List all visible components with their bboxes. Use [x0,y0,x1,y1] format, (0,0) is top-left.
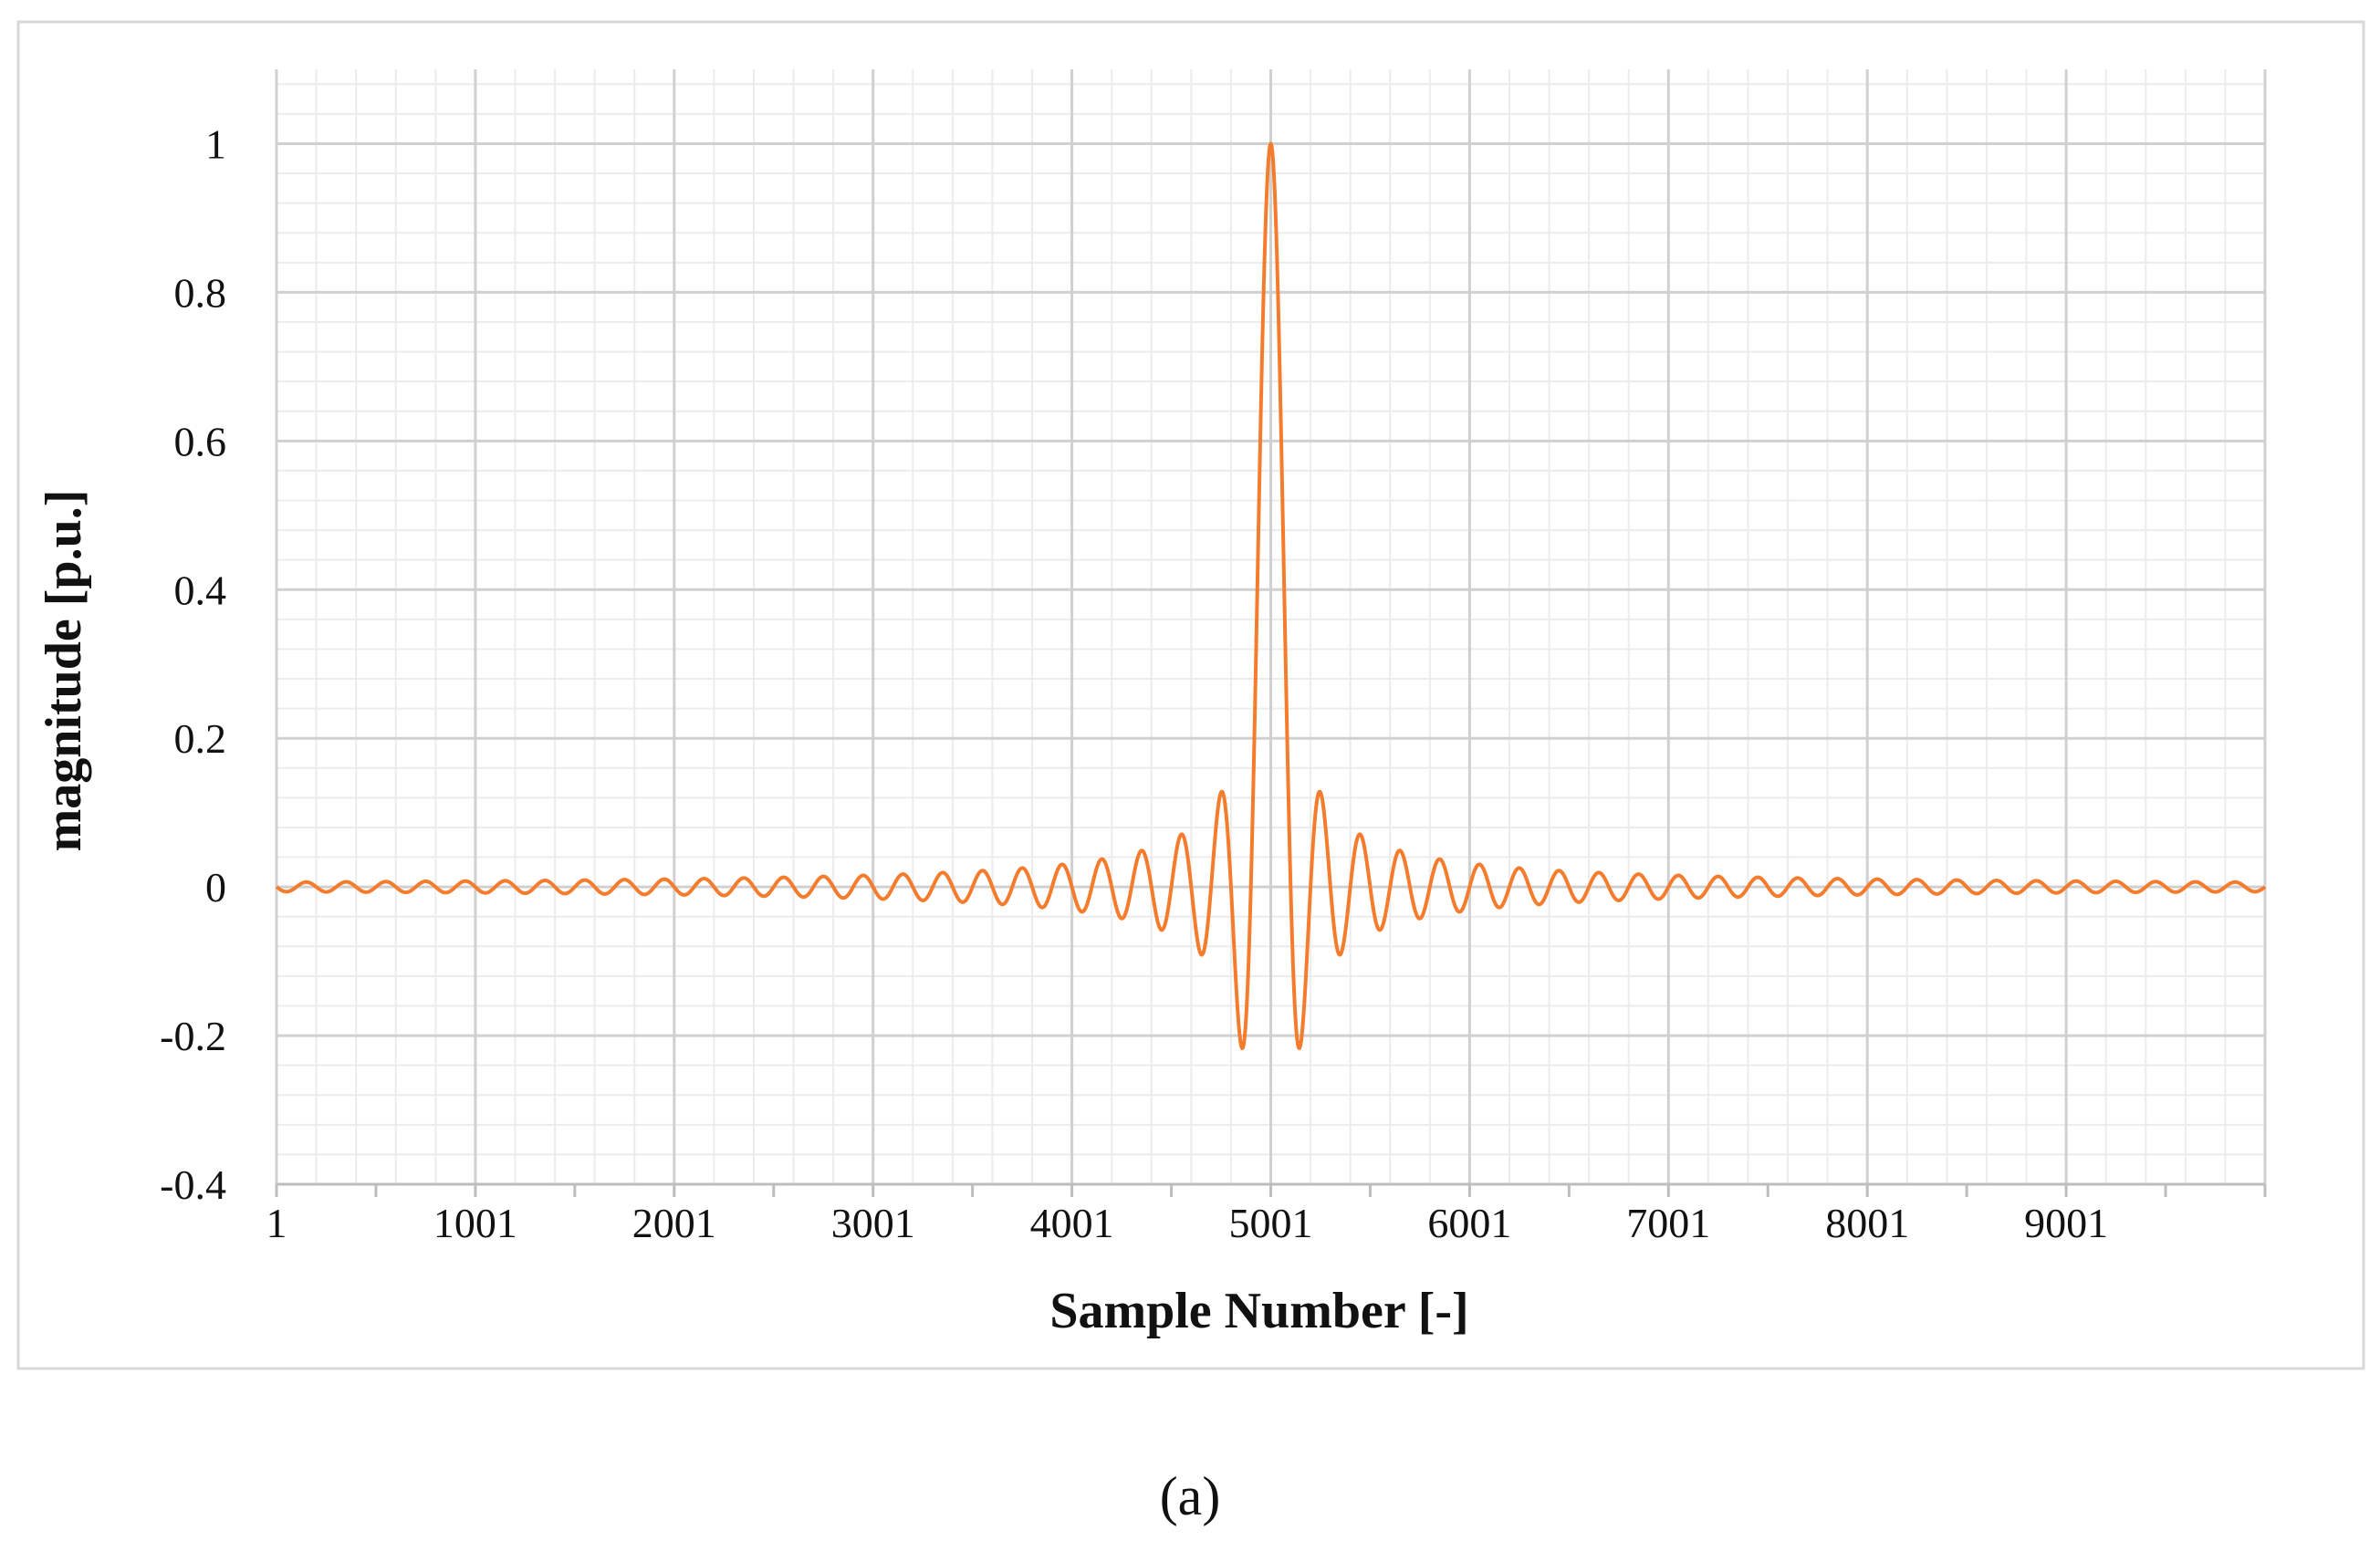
series-line [275,141,2267,1051]
x-tick-label: 1001 [433,1200,517,1246]
y-axis-title: magnitude [p.u.] [36,490,92,852]
y-axis-tick-labels: -0.4 -0.2 0 0.2 0.4 0.6 0.8 1 [160,120,226,1208]
x-tick-label: 4001 [1030,1200,1114,1246]
x-tick-label: 7001 [1626,1200,1710,1246]
x-tick-label: 6001 [1427,1200,1511,1246]
y-tick-label: 1 [205,120,226,167]
x-tick-label: 9001 [2024,1200,2108,1246]
y-tick-label: -0.2 [160,1013,226,1059]
x-axis-tick-labels: 1 1001 2001 3001 4001 5001 6001 7001 8001 9001 [266,1200,2109,1246]
x-tick-label: 3001 [831,1200,915,1246]
y-tick-label: 0 [205,864,226,911]
y-tick-label: 0.8 [174,269,227,316]
x-tick-label: 5001 [1229,1200,1313,1246]
y-tick-label: 0.4 [174,567,227,613]
y-tick-label: 0.2 [174,715,227,762]
x-tick-label: 8001 [1825,1200,1909,1246]
x-axis-title: Sample Number [-] [1049,1283,1468,1339]
x-tick-label: 1 [266,1200,287,1246]
y-tick-label: 0.6 [174,418,227,464]
y-tick-label: -0.4 [160,1161,226,1208]
x-axis-tick-marks [275,1184,2267,1197]
figure-caption: (a) [1160,1466,1221,1526]
x-tick-label: 2001 [632,1200,716,1246]
